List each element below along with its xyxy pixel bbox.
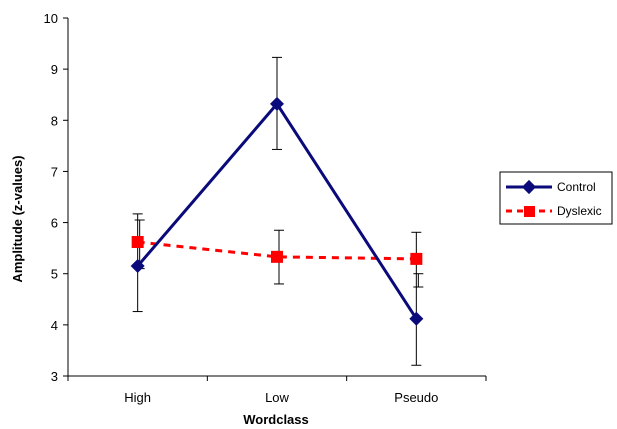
legend-dyslexic-label: Dyslexic: [557, 204, 602, 218]
y-tick-label: 9: [51, 62, 58, 77]
x-axis-title: Wordclass: [243, 412, 309, 427]
data-point-dyslexic: [131, 236, 144, 249]
legend-control-label: Control: [557, 180, 596, 194]
y-axis: 3 4 5 6 7 8 9 10: [44, 11, 69, 384]
series-markers: [130, 96, 424, 326]
x-tick-label: High: [124, 390, 151, 405]
legend-control-marker: [521, 179, 537, 195]
y-tick-label: 3: [51, 369, 58, 384]
data-point-control: [270, 96, 284, 111]
y-tick-label: 4: [51, 318, 58, 333]
x-axis: High Low Pseudo: [67, 375, 487, 405]
data-point-dyslexic: [271, 250, 283, 263]
legend-dyslexic-marker: [524, 206, 535, 217]
y-tick-label: 8: [51, 113, 58, 128]
data-point-control: [130, 259, 145, 274]
y-tick-label: 6: [51, 216, 58, 231]
data-point-control: [409, 311, 424, 326]
legend: Control Dyslexic: [499, 171, 613, 225]
legend-box: [499, 171, 613, 225]
x-tick-label: Low: [265, 390, 289, 405]
y-tick-label: 7: [51, 164, 58, 179]
data-point-dyslexic: [410, 252, 423, 265]
y-axis-title: Amplitude (z-values): [10, 155, 25, 282]
y-tick-label: 10: [44, 11, 58, 26]
x-tick-label: Pseudo: [394, 390, 438, 405]
y-tick-label: 5: [51, 267, 58, 282]
